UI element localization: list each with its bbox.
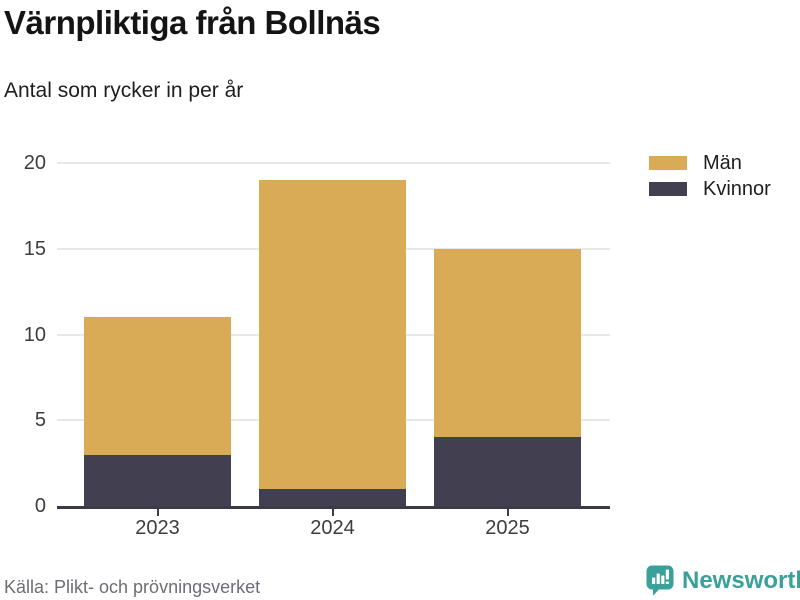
y-tick-label-0: 0 [34,495,46,517]
bar-2025-kvinnor [434,437,581,506]
bar-2023-män [84,317,231,455]
chart-title: Värnpliktiga från Bollnäs [4,4,381,41]
newsworthy-logo: Newsworthy [645,564,800,596]
gridline-20 [57,162,610,164]
legend-swatch-män [649,156,687,170]
x-tick-2023 [156,509,159,516]
x-tick-label-2024: 2024 [310,517,355,539]
chart-subtitle: Antal som rycker in per år [4,79,244,102]
legend-label-kvinnor: Kvinnor [703,177,771,200]
x-tick-label-2023: 2023 [135,517,180,539]
legend: Män Kvinnor [649,150,771,202]
bar-2024-män [259,180,406,489]
source-credit: Källa: Plikt- och prövningsverket [4,577,261,597]
legend-item-kvinnor: Kvinnor [649,176,771,202]
legend-label-män: Män [703,151,742,174]
bar-2024-kvinnor [259,488,406,506]
y-tick-label-5: 5 [34,409,46,432]
x-tick-2024 [331,509,334,516]
bar-2023-kvinnor [84,454,231,506]
y-tick-label-10: 10 [23,323,46,346]
legend-swatch-kvinnor [649,182,687,196]
newsworthy-wordmark: Newsworthy [682,567,800,594]
x-tick-2025 [506,509,509,516]
y-tick-label-15: 15 [23,237,46,260]
plot-area [57,162,610,509]
newsworthy-icon [646,565,674,596]
bar-2025-män [434,248,581,438]
legend-item-män: Män [649,150,771,176]
y-tick-label-20: 20 [23,152,46,174]
x-tick-label-2025: 2025 [485,517,530,539]
